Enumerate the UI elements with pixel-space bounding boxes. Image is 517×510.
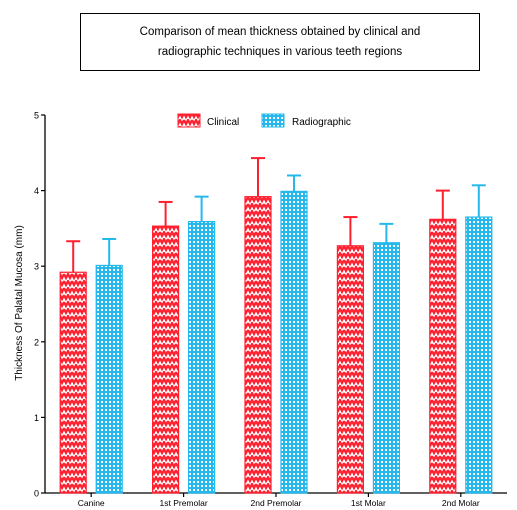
x-tick-label: Canine [78, 498, 105, 508]
y-tick-label: 4 [34, 186, 39, 196]
x-tick-label: 2nd Molar [442, 498, 480, 508]
y-tick-label: 5 [34, 111, 39, 121]
bar-radiographic [280, 190, 308, 494]
y-tick-label: 1 [34, 413, 39, 423]
legend: Clinical Radiographic [177, 113, 351, 128]
chart-title-line-2: radiographic techniques in various teeth… [157, 46, 403, 58]
bar-clinical [336, 245, 364, 494]
y-tick-label: 2 [34, 337, 39, 347]
x-axis: Canine 1st Premolar 2nd Premolar 1st Molar 2… [45, 492, 507, 508]
legend-swatch-clinical [177, 113, 201, 128]
bar-radiographic [95, 264, 123, 494]
x-tick-label: 1st Premolar [160, 498, 208, 508]
y-tick-label: 0 [34, 489, 39, 499]
legend-label-radiographic: Radiographic [292, 117, 351, 128]
x-tick-label: 1st Molar [351, 498, 386, 508]
bar-radiographic [188, 220, 216, 494]
legend-label-clinical: Clinical [207, 117, 239, 128]
bar-clinical [152, 225, 180, 494]
bar-radiographic [372, 242, 400, 494]
bar-radiographic [465, 216, 493, 494]
bar-clinical [59, 271, 87, 494]
x-tick-label: 2nd Premolar [250, 498, 301, 508]
legend-swatch-radiographic [261, 113, 285, 128]
bars [59, 157, 493, 494]
y-axis: 0 1 2 3 4 5 [34, 111, 46, 499]
y-axis-title: Thickness Of Palatal Mucosa (mm) [14, 225, 25, 381]
bar-clinical [429, 218, 457, 494]
chart-title-box: Comparison of mean thickness obtained by… [80, 13, 480, 71]
y-tick-label: 3 [34, 262, 39, 272]
bar-clinical [244, 196, 272, 494]
chart-title-line-1: Comparison of mean thickness obtained by… [139, 26, 421, 38]
